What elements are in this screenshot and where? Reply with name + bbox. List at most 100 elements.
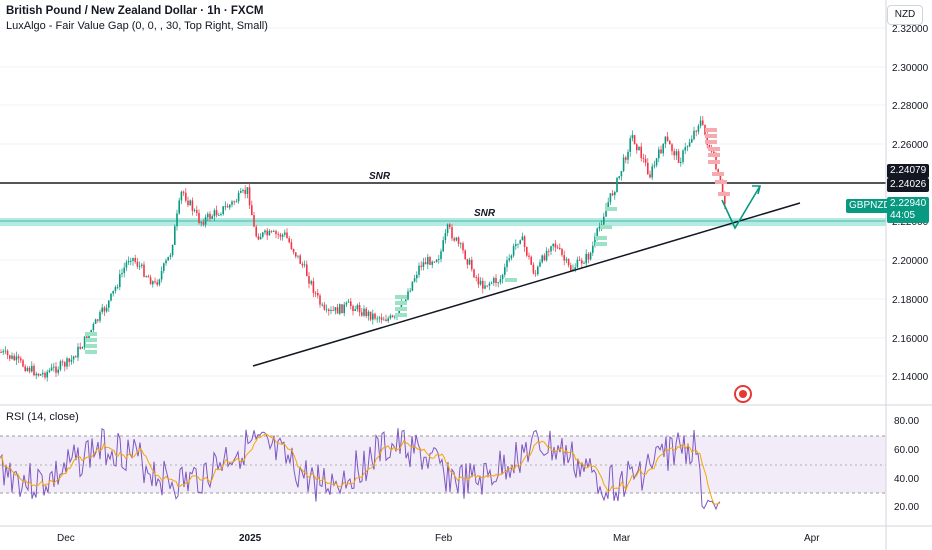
candle-body <box>218 215 220 216</box>
candle-body <box>574 267 576 269</box>
candle-body <box>253 215 255 227</box>
candle-body <box>176 213 178 226</box>
candle-body <box>671 144 673 151</box>
candle-body <box>425 262 427 264</box>
fvg-box <box>395 295 407 299</box>
candle-body <box>38 374 40 376</box>
fvg-box <box>718 192 730 196</box>
candle-body <box>535 273 537 274</box>
candle-body <box>335 307 337 311</box>
fvg-box <box>395 307 407 311</box>
candle-body <box>480 281 482 285</box>
candle-body <box>99 312 101 321</box>
candle-body <box>695 131 697 132</box>
candle-body <box>680 162 682 163</box>
candle-body <box>304 264 306 265</box>
candle-body <box>614 192 616 195</box>
candle-body <box>93 324 95 330</box>
candle-body <box>634 135 636 144</box>
candle-body <box>238 193 240 201</box>
candle-body <box>203 222 205 225</box>
candle-body <box>123 268 125 273</box>
candle-body <box>62 361 64 362</box>
candle-body <box>623 157 625 171</box>
time-label: Apr <box>804 533 820 544</box>
candle-body <box>75 356 77 357</box>
currency-button[interactable]: NZD <box>887 5 923 25</box>
candle-body <box>453 238 455 240</box>
candle-body <box>295 252 297 256</box>
candle-body <box>229 205 231 208</box>
chart-title[interactable]: British Pound / New Zealand Dollar · 1h … <box>6 5 264 17</box>
candle-body <box>513 246 515 255</box>
candle-body <box>625 157 627 159</box>
candle-body <box>251 205 253 215</box>
candle-body <box>363 309 365 316</box>
candle-body <box>638 147 640 150</box>
candle-body <box>13 356 15 360</box>
candle-body <box>154 281 156 282</box>
candle-body <box>341 304 343 313</box>
candle-body <box>357 305 359 309</box>
candle-body <box>29 368 31 372</box>
candle-body <box>563 255 565 260</box>
candle-body <box>682 150 684 162</box>
candle-body <box>508 258 510 260</box>
candle-body <box>658 150 660 159</box>
candle-body <box>200 222 202 223</box>
candle-body <box>152 281 154 284</box>
candle-body <box>438 259 440 260</box>
candle-body <box>359 305 361 312</box>
candle-body <box>22 360 24 366</box>
candle-body <box>420 266 422 267</box>
candle-body <box>286 233 288 239</box>
candle-body <box>552 244 554 246</box>
candle-body <box>383 320 385 321</box>
trendline[interactable] <box>253 203 800 366</box>
candle-body <box>590 253 592 260</box>
candle-body <box>612 193 614 195</box>
candle-body <box>418 266 420 275</box>
candle-body <box>618 176 620 178</box>
candle-body <box>161 271 163 280</box>
candle-body <box>108 301 110 308</box>
candle-body <box>491 283 493 284</box>
candle-body <box>115 287 117 291</box>
candle-body <box>258 236 260 239</box>
candle-body <box>205 217 207 225</box>
candle-body <box>489 283 491 285</box>
candle-body <box>667 137 669 141</box>
price-tick: 2.32000 <box>892 24 928 35</box>
candle-body <box>53 367 55 368</box>
candle-body <box>192 200 194 210</box>
price-tick: 2.16000 <box>892 334 928 345</box>
price-candles <box>0 116 725 382</box>
fvg-box <box>85 332 97 336</box>
rsi-label[interactable]: RSI (14, close) <box>6 411 79 423</box>
candle-body <box>544 255 546 260</box>
candle-body <box>126 262 128 267</box>
candle-body <box>442 240 444 251</box>
candle-body <box>315 293 317 294</box>
candle-body <box>647 163 649 174</box>
candle-body <box>328 309 330 311</box>
candle-body <box>49 370 51 371</box>
candle-body <box>319 296 321 305</box>
candle-body <box>621 171 623 176</box>
indicator-label[interactable]: LuxAlgo - Fair Value Gap (0, 0, , 30, To… <box>6 20 268 32</box>
candle-body <box>106 308 108 312</box>
candle-body <box>649 174 651 177</box>
candle-body <box>264 231 266 233</box>
time-label: Dec <box>57 533 75 544</box>
alert-icon-inner <box>739 390 747 398</box>
candle-body <box>159 280 161 285</box>
candle-body <box>284 233 286 235</box>
candle-body <box>66 358 68 366</box>
candle-body <box>416 275 418 278</box>
candle-body <box>546 251 548 260</box>
fvg-box <box>708 153 720 157</box>
candle-body <box>5 351 7 352</box>
candle-body <box>390 316 392 319</box>
candle-body <box>178 200 180 213</box>
